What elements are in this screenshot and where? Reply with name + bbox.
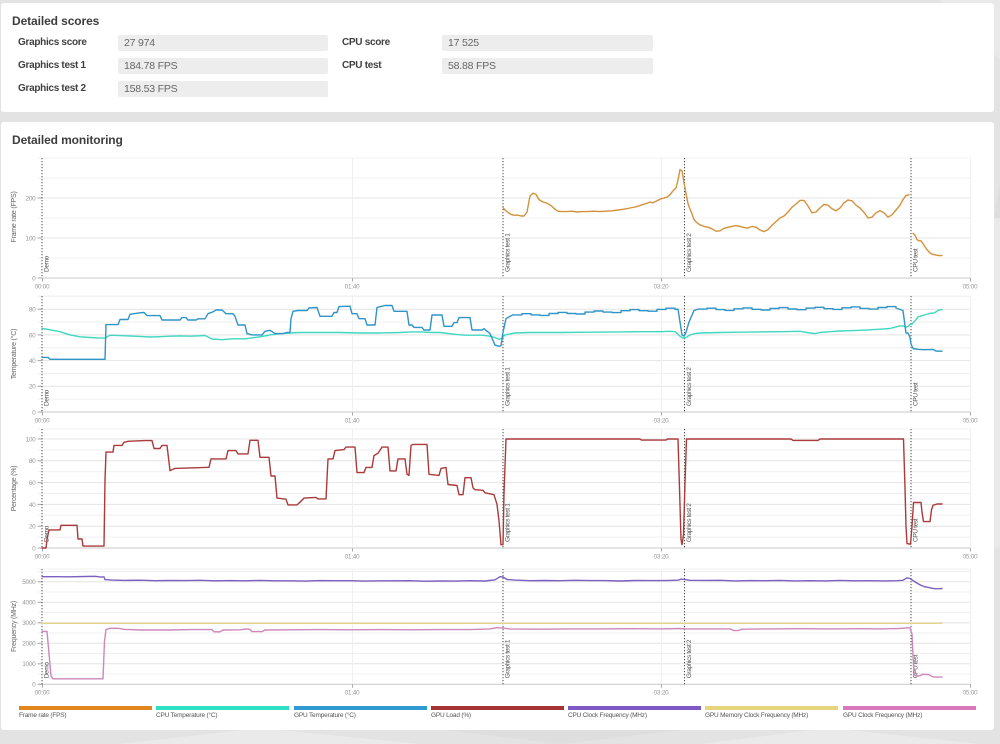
svg-text:Graphics test 2: Graphics test 2 <box>686 503 693 542</box>
svg-text:01:40: 01:40 <box>345 284 360 291</box>
svg-text:03:20: 03:20 <box>654 284 669 291</box>
svg-text:Demo: Demo <box>43 662 50 679</box>
svg-text:Graphics test 1: Graphics test 1 <box>504 639 511 678</box>
svg-text:0: 0 <box>32 682 36 689</box>
svg-text:5000: 5000 <box>22 579 36 586</box>
svg-text:Percentage (%): Percentage (%) <box>11 466 18 512</box>
svg-text:05:00: 05:00 <box>963 418 978 425</box>
svg-text:2000: 2000 <box>22 641 36 648</box>
svg-text:05:00: 05:00 <box>963 690 978 697</box>
svg-text:40: 40 <box>29 502 36 509</box>
svg-text:05:00: 05:00 <box>963 284 978 291</box>
svg-text:01:40: 01:40 <box>345 554 360 561</box>
svg-text:Graphics test 2: Graphics test 2 <box>686 367 693 406</box>
svg-text:CPU test: CPU test <box>912 518 919 542</box>
svg-text:Demo: Demo <box>43 525 50 542</box>
svg-text:03:20: 03:20 <box>654 554 669 561</box>
svg-text:0: 0 <box>32 275 36 282</box>
svg-text:03:20: 03:20 <box>654 418 669 425</box>
svg-text:Temperature (°C): Temperature (°C) <box>10 329 18 380</box>
svg-text:200: 200 <box>26 195 37 202</box>
svg-text:CPU test: CPU test <box>912 248 919 272</box>
svg-text:4000: 4000 <box>22 600 36 607</box>
svg-text:60: 60 <box>29 480 36 487</box>
svg-text:CPU test: CPU test <box>912 655 919 679</box>
svg-text:Graphics test 2: Graphics test 2 <box>686 233 693 272</box>
svg-text:1000: 1000 <box>22 661 36 668</box>
svg-text:Frequency (MHz): Frequency (MHz) <box>11 601 18 652</box>
svg-text:01:40: 01:40 <box>345 690 360 697</box>
svg-text:0: 0 <box>32 545 36 552</box>
svg-text:00:00: 00:00 <box>35 554 50 561</box>
svg-text:Demo: Demo <box>43 255 50 272</box>
svg-text:80: 80 <box>29 307 36 314</box>
svg-text:100: 100 <box>26 436 37 443</box>
svg-text:Graphics test 2: Graphics test 2 <box>686 639 693 678</box>
svg-text:Demo: Demo <box>43 389 50 406</box>
svg-text:00:00: 00:00 <box>35 418 50 425</box>
svg-text:80: 80 <box>29 458 36 465</box>
svg-text:00:00: 00:00 <box>35 284 50 291</box>
svg-text:CPU test: CPU test <box>912 382 919 406</box>
svg-text:60: 60 <box>29 332 36 339</box>
svg-text:40: 40 <box>29 358 36 365</box>
svg-text:Frame rate (FPS): Frame rate (FPS) <box>11 191 18 242</box>
svg-text:20: 20 <box>29 524 36 531</box>
svg-text:01:40: 01:40 <box>345 418 360 425</box>
svg-text:Graphics test 1: Graphics test 1 <box>504 233 511 272</box>
svg-text:100: 100 <box>26 235 37 242</box>
svg-text:0: 0 <box>32 409 36 416</box>
svg-text:Graphics test 1: Graphics test 1 <box>504 503 511 542</box>
svg-text:Graphics test 1: Graphics test 1 <box>504 367 511 406</box>
svg-text:05:00: 05:00 <box>963 554 978 561</box>
svg-text:03:20: 03:20 <box>654 690 669 697</box>
svg-text:3000: 3000 <box>22 620 36 627</box>
svg-text:00:00: 00:00 <box>35 690 50 697</box>
svg-text:20: 20 <box>29 384 36 391</box>
